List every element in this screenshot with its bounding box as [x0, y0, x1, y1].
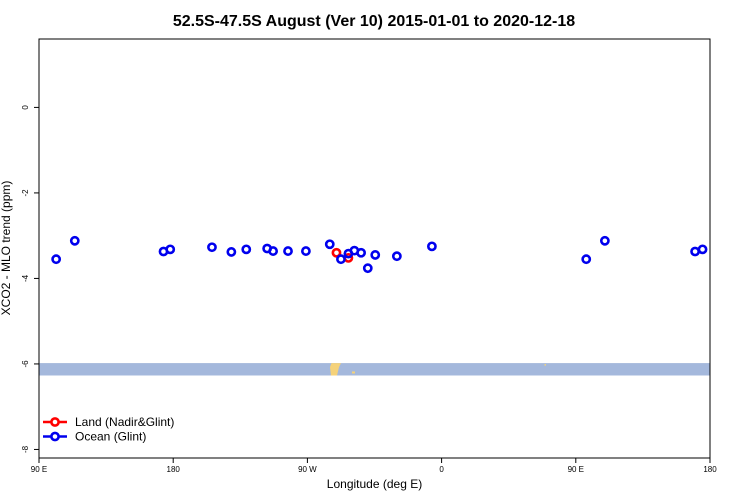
- data-point: [165, 244, 176, 255]
- y-tick-label: -6: [21, 360, 30, 368]
- y-tick-label: -8: [21, 445, 30, 453]
- data-point: [581, 254, 592, 265]
- data-point: [207, 242, 217, 253]
- data-point: [241, 244, 252, 255]
- x-axis-ticks: 90 E 180 90 W 0 90 E 180: [31, 458, 717, 474]
- land-patch-south-america: [330, 363, 341, 376]
- data-point: [51, 254, 62, 265]
- ocean-band: [39, 363, 710, 376]
- data-point: [69, 235, 80, 246]
- x-tick-label: 90 E: [31, 465, 47, 474]
- x-tick-label: 180: [703, 465, 717, 474]
- data-point: [226, 247, 237, 257]
- legend-marker: [50, 417, 60, 427]
- data-point: [599, 235, 610, 246]
- chart-title: 52.5S-47.5S August (Ver 10) 2015-01-01 t…: [173, 13, 575, 30]
- data-point: [370, 250, 381, 260]
- x-axis-label: Longitude (deg E): [327, 477, 422, 491]
- data-point: [268, 246, 279, 256]
- data-point: [362, 263, 373, 274]
- data-points: [51, 235, 708, 274]
- y-tick-label: 0: [21, 105, 30, 110]
- data-point: [697, 244, 708, 255]
- y-axis-label: XCO2 - MLO trend (ppm): [0, 181, 13, 316]
- land-ocean-strip: [39, 363, 710, 376]
- legend-entry: Land (Nadir&Glint): [75, 415, 174, 429]
- x-tick-label: 90 W: [298, 465, 317, 474]
- data-point: [356, 247, 366, 258]
- land-patch-island: [352, 371, 355, 374]
- data-point: [301, 246, 311, 256]
- data-point: [283, 246, 293, 256]
- legend: Land (Nadir&Glint)Ocean (Glint): [43, 415, 174, 444]
- data-point: [331, 247, 342, 258]
- land-patch-island: [544, 364, 546, 366]
- legend-entry: Ocean (Glint): [75, 430, 146, 444]
- series-1: [51, 235, 708, 274]
- y-tick-label: -4: [21, 274, 30, 282]
- data-point: [324, 239, 335, 250]
- data-point: [336, 254, 346, 265]
- data-point: [427, 241, 437, 252]
- y-tick-label: -2: [21, 189, 30, 197]
- x-tick-label: 180: [167, 465, 181, 474]
- data-point: [391, 251, 402, 262]
- x-tick-label: 0: [439, 465, 444, 474]
- y-axis-ticks: 0 -2 -4 -6 -8: [21, 105, 39, 453]
- x-tick-label: 90 E: [568, 465, 584, 474]
- legend-marker: [50, 431, 60, 442]
- plot-frame: [38, 38, 711, 459]
